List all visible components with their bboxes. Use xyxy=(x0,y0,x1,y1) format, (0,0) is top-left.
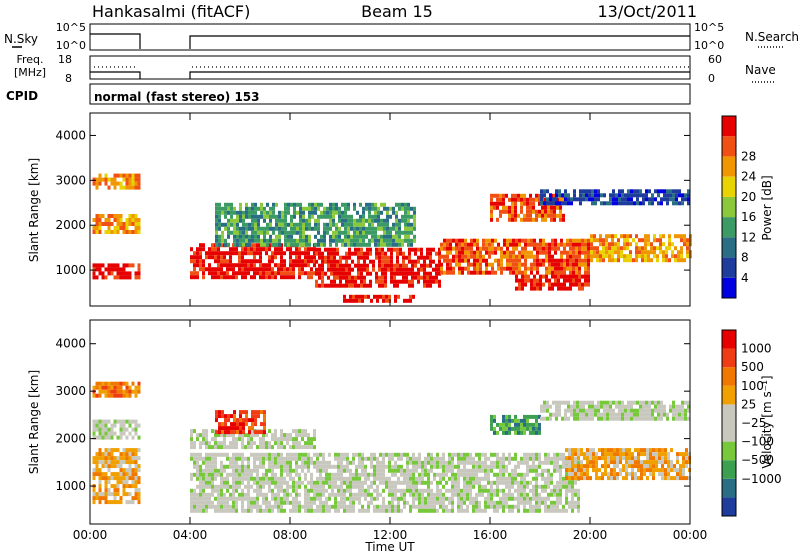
power-colorbar-tick-2: 12 xyxy=(741,230,756,244)
power-colorbar-cell-4 xyxy=(722,197,736,217)
power-region-2 xyxy=(93,174,141,190)
power-ytick-label-1: 2000 xyxy=(55,218,86,232)
power-colorbar-cell-7 xyxy=(722,136,736,156)
power-colorbar-cell-6 xyxy=(722,156,736,176)
velocity-colorbar-cell-0 xyxy=(722,497,736,516)
power-region-7 xyxy=(515,275,590,291)
velocity-region-6 xyxy=(490,415,541,435)
power-region-0 xyxy=(93,263,141,279)
xtick-label-6: 00:00 xyxy=(673,528,708,542)
xtick-label-1: 04:00 xyxy=(173,528,208,542)
cpid-label: CPID xyxy=(6,89,38,103)
power-ytick-label-0: 1000 xyxy=(55,263,86,277)
velocity-region-5 xyxy=(215,410,266,434)
freq-label-line1: Freq. xyxy=(16,53,43,66)
velocity-ytick-label-1: 2000 xyxy=(55,432,86,446)
velocity-ytick-label-0: 1000 xyxy=(55,479,86,493)
power-colorbar-tick-5: 24 xyxy=(741,170,756,184)
cpid-value: normal (fast stereo) 153 xyxy=(94,90,260,104)
power-colorbar-cell-2 xyxy=(722,237,736,257)
velocity-colorbar-cell-5 xyxy=(722,404,736,423)
freq-tick-bottom: 8 xyxy=(65,72,72,85)
noise-sky-label: N.Sky xyxy=(4,32,38,46)
nave-tick-bottom: 0 xyxy=(708,72,715,85)
velocity-colorbar-cell-1 xyxy=(722,479,736,498)
nave-tick-top: 60 xyxy=(708,53,722,66)
power-ytick-label-2: 3000 xyxy=(55,173,86,187)
noise-right-tick-bottom: 10^0 xyxy=(694,39,724,52)
velocity-region-7 xyxy=(565,448,691,480)
frequency-trace xyxy=(90,72,690,79)
xaxis-label: Time UT xyxy=(364,540,415,554)
power-region-8 xyxy=(590,234,692,262)
power-colorbar-tick-1: 8 xyxy=(741,251,749,265)
power-panel: Slant Range [km] 1000 2000 3000 4000 4 8 12 16… xyxy=(27,113,774,306)
velocity-panel: Slant Range [km] 1000 2000 3000 4000 00:00 0… xyxy=(27,320,782,554)
velocity-ytick-label-2: 3000 xyxy=(55,384,86,398)
cpid-panel: CPID normal (fast stereo) 153 xyxy=(6,84,690,104)
velocity-region-3 xyxy=(190,453,580,513)
power-colorbar-cell-1 xyxy=(722,258,736,278)
velocity-colorbar-tick-0: 1000 xyxy=(741,342,772,356)
noise-left-tick-bottom: 10^0 xyxy=(56,39,86,52)
date-title: 13/Oct/2011 xyxy=(597,2,697,21)
noise-left-tick-top: 10^5 xyxy=(56,21,86,34)
beam-title: Beam 15 xyxy=(361,2,433,21)
power-colorbar-tick-0: 4 xyxy=(741,271,749,285)
freq-tick-top: 18 xyxy=(58,53,72,66)
velocity-region-4 xyxy=(190,429,316,449)
noise-search-label: N.Search xyxy=(745,30,799,44)
velocity-region-1 xyxy=(93,420,141,440)
velocity-colorbar-tick-7: −1000 xyxy=(741,472,782,486)
power-region-11 xyxy=(343,295,415,303)
noise-panel: N.Sky 10^5 10^0 10^5 10^0 N.Search xyxy=(4,21,799,52)
xtick-label-0: 00:00 xyxy=(73,528,108,542)
xtick-label-4: 16:00 xyxy=(473,528,508,542)
xtick-label-5: 20:00 xyxy=(573,528,608,542)
velocity-region-2 xyxy=(93,382,141,398)
velocity-ylabel: Slant Range [km] xyxy=(27,370,41,474)
noise-right-tick-top: 10^5 xyxy=(694,21,724,34)
power-colorbar-cell-8 xyxy=(722,116,736,136)
nave-label: Nave xyxy=(745,63,776,77)
velocity-colorbar-cell-3 xyxy=(722,442,736,461)
velocity-colorbar-label: Velocity [m s⁻¹] xyxy=(760,375,774,468)
velocity-colorbar-cell-7 xyxy=(722,367,736,386)
frequency-panel: Freq. [MHz] 18 8 60 0 Nave xyxy=(14,53,776,85)
power-heatmap xyxy=(93,174,693,303)
power-colorbar-cell-3 xyxy=(722,217,736,237)
velocity-ytick-label-3: 4000 xyxy=(55,337,86,351)
power-colorbar-cell-5 xyxy=(722,177,736,197)
power-colorbar-tick-3: 16 xyxy=(741,210,756,224)
power-region-9 xyxy=(540,189,690,205)
velocity-colorbar-cell-2 xyxy=(722,460,736,479)
freq-label-line2: [MHz] xyxy=(14,66,46,79)
power-colorbar-tick-4: 20 xyxy=(741,190,756,204)
noise-sky-trace xyxy=(90,34,690,49)
power-region-5 xyxy=(440,239,590,275)
velocity-region-0 xyxy=(93,448,141,504)
velocity-colorbar-cell-6 xyxy=(722,386,736,405)
velocity-colorbar-tick-3: 25 xyxy=(741,397,756,411)
power-region-1 xyxy=(93,214,141,234)
velocity-colorbar-cell-9 xyxy=(722,330,736,349)
power-ytick-label-3: 4000 xyxy=(55,128,86,142)
power-region-4 xyxy=(315,248,441,288)
velocity-colorbar-cell-8 xyxy=(722,349,736,368)
velocity-colorbar-tick-1: 500 xyxy=(741,360,764,374)
velocity-region-8 xyxy=(540,401,690,421)
velocity-heatmap xyxy=(93,382,692,513)
power-region-10 xyxy=(215,203,416,247)
station-title: Hankasalmi (fitACF) xyxy=(92,2,250,21)
xtick-label-2: 08:00 xyxy=(273,528,308,542)
power-ylabel: Slant Range [km] xyxy=(27,158,41,262)
power-colorbar-label: Power [dB] xyxy=(760,175,774,240)
power-colorbar-tick-6: 28 xyxy=(741,149,756,163)
velocity-colorbar-cell-4 xyxy=(722,423,736,442)
power-region-3 xyxy=(190,243,316,279)
power-colorbar: 4 8 12 16 20 24 28 xyxy=(722,116,756,298)
power-colorbar-cell-0 xyxy=(722,278,736,298)
